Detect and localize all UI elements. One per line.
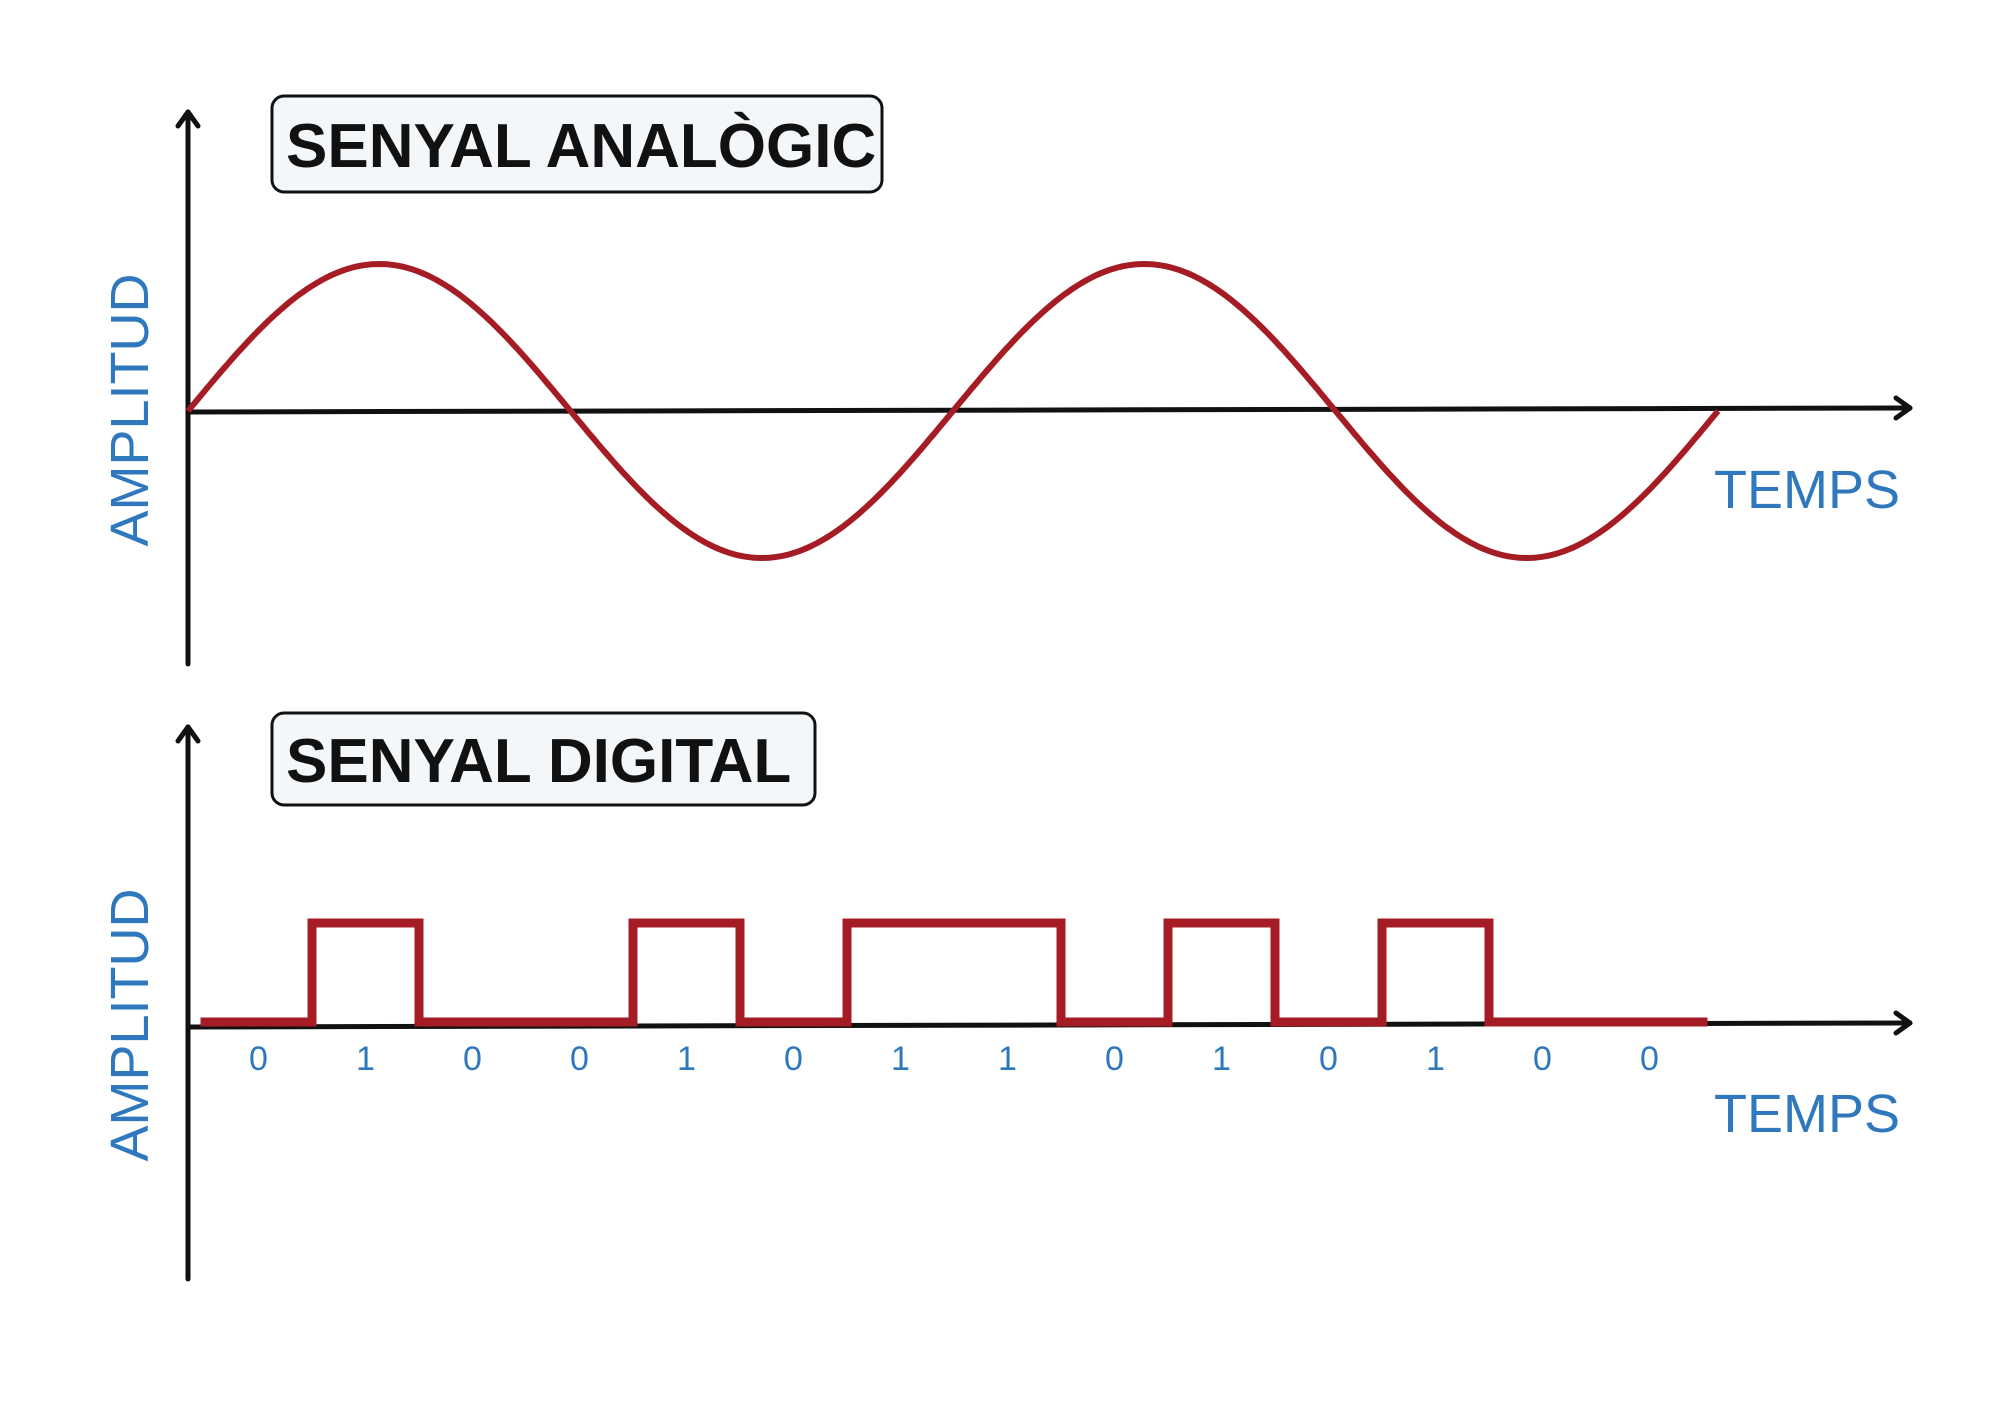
bit-label: 1 [891, 1040, 910, 1078]
bit-label: 0 [784, 1040, 803, 1078]
bit-label: 0 [1533, 1040, 1552, 1078]
bit-label: 0 [463, 1040, 482, 1078]
bit-label: 1 [998, 1040, 1017, 1078]
y-label: AMPLITUD [100, 888, 160, 1161]
x-axis [185, 405, 1913, 415]
panel-title: SENYAL ANALÒGIC [286, 112, 876, 181]
bit-label: 1 [1212, 1040, 1231, 1078]
bit-label: 1 [356, 1040, 375, 1078]
bit-label: 0 [1319, 1040, 1338, 1078]
y-arrow [175, 109, 201, 129]
analog-panel: SENYAL ANALÒGIC AMPLITUD TEMPS [100, 94, 1913, 667]
bit-label: 0 [1640, 1040, 1659, 1078]
bit-label: 1 [1426, 1040, 1445, 1078]
x-arrow [1893, 1010, 1913, 1036]
bit-label: 0 [570, 1040, 589, 1078]
y-label: AMPLITUD [100, 273, 160, 546]
panel-title: SENYAL DIGITAL [286, 727, 791, 796]
x-arrow [1893, 395, 1913, 421]
title-box [270, 94, 884, 194]
digital-panel: SENYAL DIGITAL AMPLITUD TEMPS 0 1 0 0 1 0 1 1 0 1… [100, 711, 1913, 1282]
bit-label: 0 [1105, 1040, 1124, 1078]
x-label: TEMPS [1714, 460, 1900, 520]
analog-wave [185, 260, 1721, 562]
title-box [270, 711, 817, 807]
y-arrow [175, 724, 201, 744]
x-label: TEMPS [1714, 1084, 1900, 1144]
bit-label: 1 [677, 1040, 696, 1078]
bit-label: 0 [249, 1040, 268, 1078]
